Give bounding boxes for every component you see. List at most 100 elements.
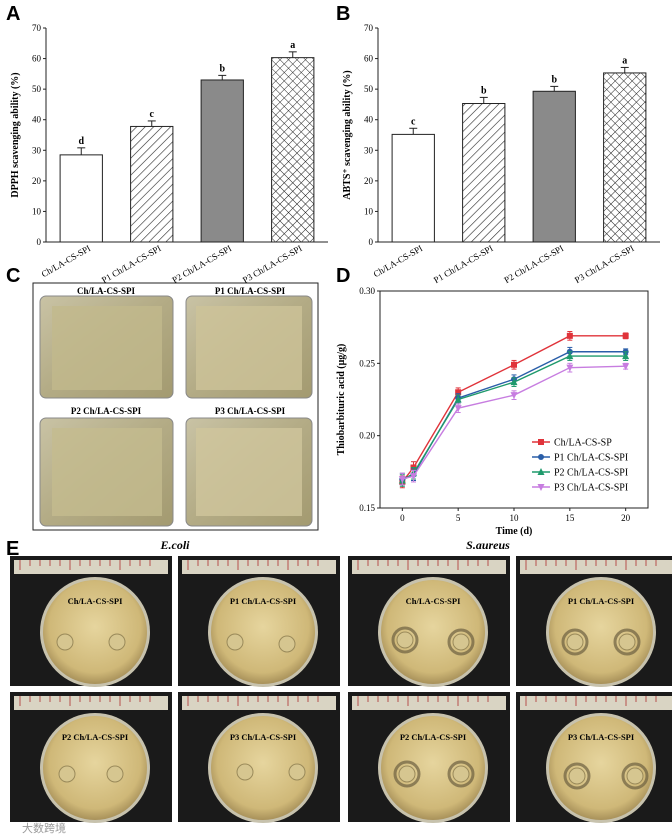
film-disc — [452, 765, 470, 783]
chart-a: 0 10 20 30 40 50 60 70 DPPH scavenging ability (… — [10, 23, 328, 285]
data-point — [510, 378, 518, 386]
y-tick-label: 20 — [32, 176, 42, 186]
y-tick-label: 0.15 — [359, 503, 375, 513]
film-label-3: P2 Ch/LA-CS-SPI — [71, 406, 142, 416]
plate-label: P3 Ch/LA-CS-SPI — [230, 732, 297, 742]
significance-letter: b — [551, 74, 557, 85]
bar — [271, 57, 315, 243]
inhibition-zone — [561, 628, 589, 656]
panel-letter-a: A — [6, 3, 20, 25]
species-saureus: S.aureus — [466, 538, 510, 552]
panel-letter-d: D — [336, 265, 350, 287]
ruler — [352, 696, 506, 710]
data-point — [537, 484, 545, 491]
film-disc — [626, 767, 644, 785]
plate-label: P1 Ch/LA-CS-SPI — [568, 596, 635, 606]
data-point — [410, 473, 417, 481]
film-disc — [566, 633, 584, 651]
data-point — [398, 476, 406, 484]
ruler — [14, 560, 168, 574]
legend-label: P2 Ch/LA-CS-SPI — [554, 468, 628, 479]
y-tick-label: 30 — [364, 145, 374, 155]
watermark: 大数跨境 — [22, 821, 66, 835]
agar — [43, 716, 147, 820]
film-disc — [568, 767, 586, 785]
bar — [59, 154, 103, 243]
y-tick-label: 0.20 — [359, 431, 375, 441]
significance-letter: c — [150, 109, 155, 120]
category-label: P2 Ch/LA-CS-SPI — [170, 243, 233, 285]
x-tick-label: 15 — [565, 513, 575, 523]
chart-d: 0 5 10 15 20 0.15 0.20 0.25 0.30 Time (d) Thiobarb… — [336, 286, 649, 537]
inhibition-zone — [621, 762, 649, 790]
species-ecoli: E.coli — [160, 538, 191, 552]
y-tick-label: 40 — [364, 115, 374, 125]
category-label: P3 Ch/LA-CS-SPI — [241, 243, 304, 285]
y-axis-title: ABTS⁺ scavenging ability (%) — [342, 70, 353, 199]
y-axis-title: Thiobarbituric acid (μg/g) — [336, 344, 347, 456]
x-tick-label: 10 — [510, 513, 520, 523]
y-tick-label: 0 — [369, 237, 374, 247]
y-tick-label: 10 — [32, 206, 42, 216]
inhibition-zone — [447, 628, 475, 656]
ruler — [182, 696, 336, 710]
y-tick-label: 10 — [364, 206, 374, 216]
bar — [391, 133, 435, 243]
data-point — [511, 361, 517, 368]
x-axis-title: Time (d) — [496, 526, 533, 537]
plate-label: P2 Ch/LA-CS-SPI — [400, 732, 467, 742]
plate-label: P3 Ch/LA-CS-SPI — [568, 732, 635, 742]
plate-label: P2 Ch/LA-CS-SPI — [62, 732, 129, 742]
plate-label: Ch/LA-CS-SPI — [406, 596, 461, 606]
category-label: Ch/LA-CS-SPI — [372, 243, 425, 279]
data-point — [538, 454, 544, 460]
bar — [603, 72, 647, 243]
film-disc — [278, 635, 296, 653]
panel-c-photos: Ch/LA-CS-SPI P1 Ch/LA-CS-SPI P2 Ch/LA-CS… — [32, 282, 319, 531]
plate-label: P1 Ch/LA-CS-SPI — [230, 596, 297, 606]
y-tick-label: 70 — [32, 23, 42, 33]
y-axis-title: DPPH scavenging ability (%) — [10, 72, 21, 197]
data-point — [454, 405, 462, 413]
agar — [549, 580, 653, 684]
data-point — [455, 389, 462, 396]
x-tick-label: 0 — [400, 513, 405, 523]
legend-label: Ch/LA-CS-SP — [554, 438, 612, 449]
y-tick-label: 40 — [32, 115, 42, 125]
film-disc — [398, 765, 416, 783]
bar — [532, 90, 576, 243]
y-tick-label: 30 — [32, 145, 42, 155]
film-disc — [288, 763, 306, 781]
panel-letter-c: C — [6, 265, 20, 287]
data-point — [454, 395, 462, 403]
y-tick-label: 70 — [364, 23, 374, 33]
x-tick-label: 20 — [621, 513, 631, 523]
y-tick-label: 60 — [32, 54, 42, 64]
film-disc — [106, 765, 124, 783]
ruler — [14, 696, 168, 710]
significance-letter: c — [411, 116, 416, 127]
data-point — [537, 468, 545, 475]
agar — [381, 580, 485, 684]
film-label-1: Ch/LA-CS-SPI — [77, 286, 136, 296]
film-disc — [452, 633, 470, 651]
agar — [211, 580, 315, 684]
data-point — [622, 352, 630, 360]
significance-letter: d — [78, 136, 84, 147]
bar — [200, 79, 244, 243]
significance-letter: a — [622, 55, 627, 66]
significance-letter: a — [290, 40, 295, 51]
category-label: P2 Ch/LA-CS-SPI — [502, 243, 565, 285]
legend-label: P3 Ch/LA-CS-SPI — [554, 483, 628, 494]
data-point — [622, 363, 630, 371]
bar — [130, 125, 174, 243]
significance-letter: b — [481, 85, 487, 96]
film-disc — [56, 633, 74, 651]
series-line — [402, 365, 626, 480]
data-point — [622, 332, 629, 339]
inhibition-zone — [447, 760, 475, 788]
film-disc — [396, 631, 414, 649]
film-disc — [226, 633, 244, 651]
panel-e: E.coli S.aureus Ch/LA-CS-SPI P1 Ch/LA-CS-… — [10, 538, 672, 823]
ruler — [520, 560, 672, 574]
